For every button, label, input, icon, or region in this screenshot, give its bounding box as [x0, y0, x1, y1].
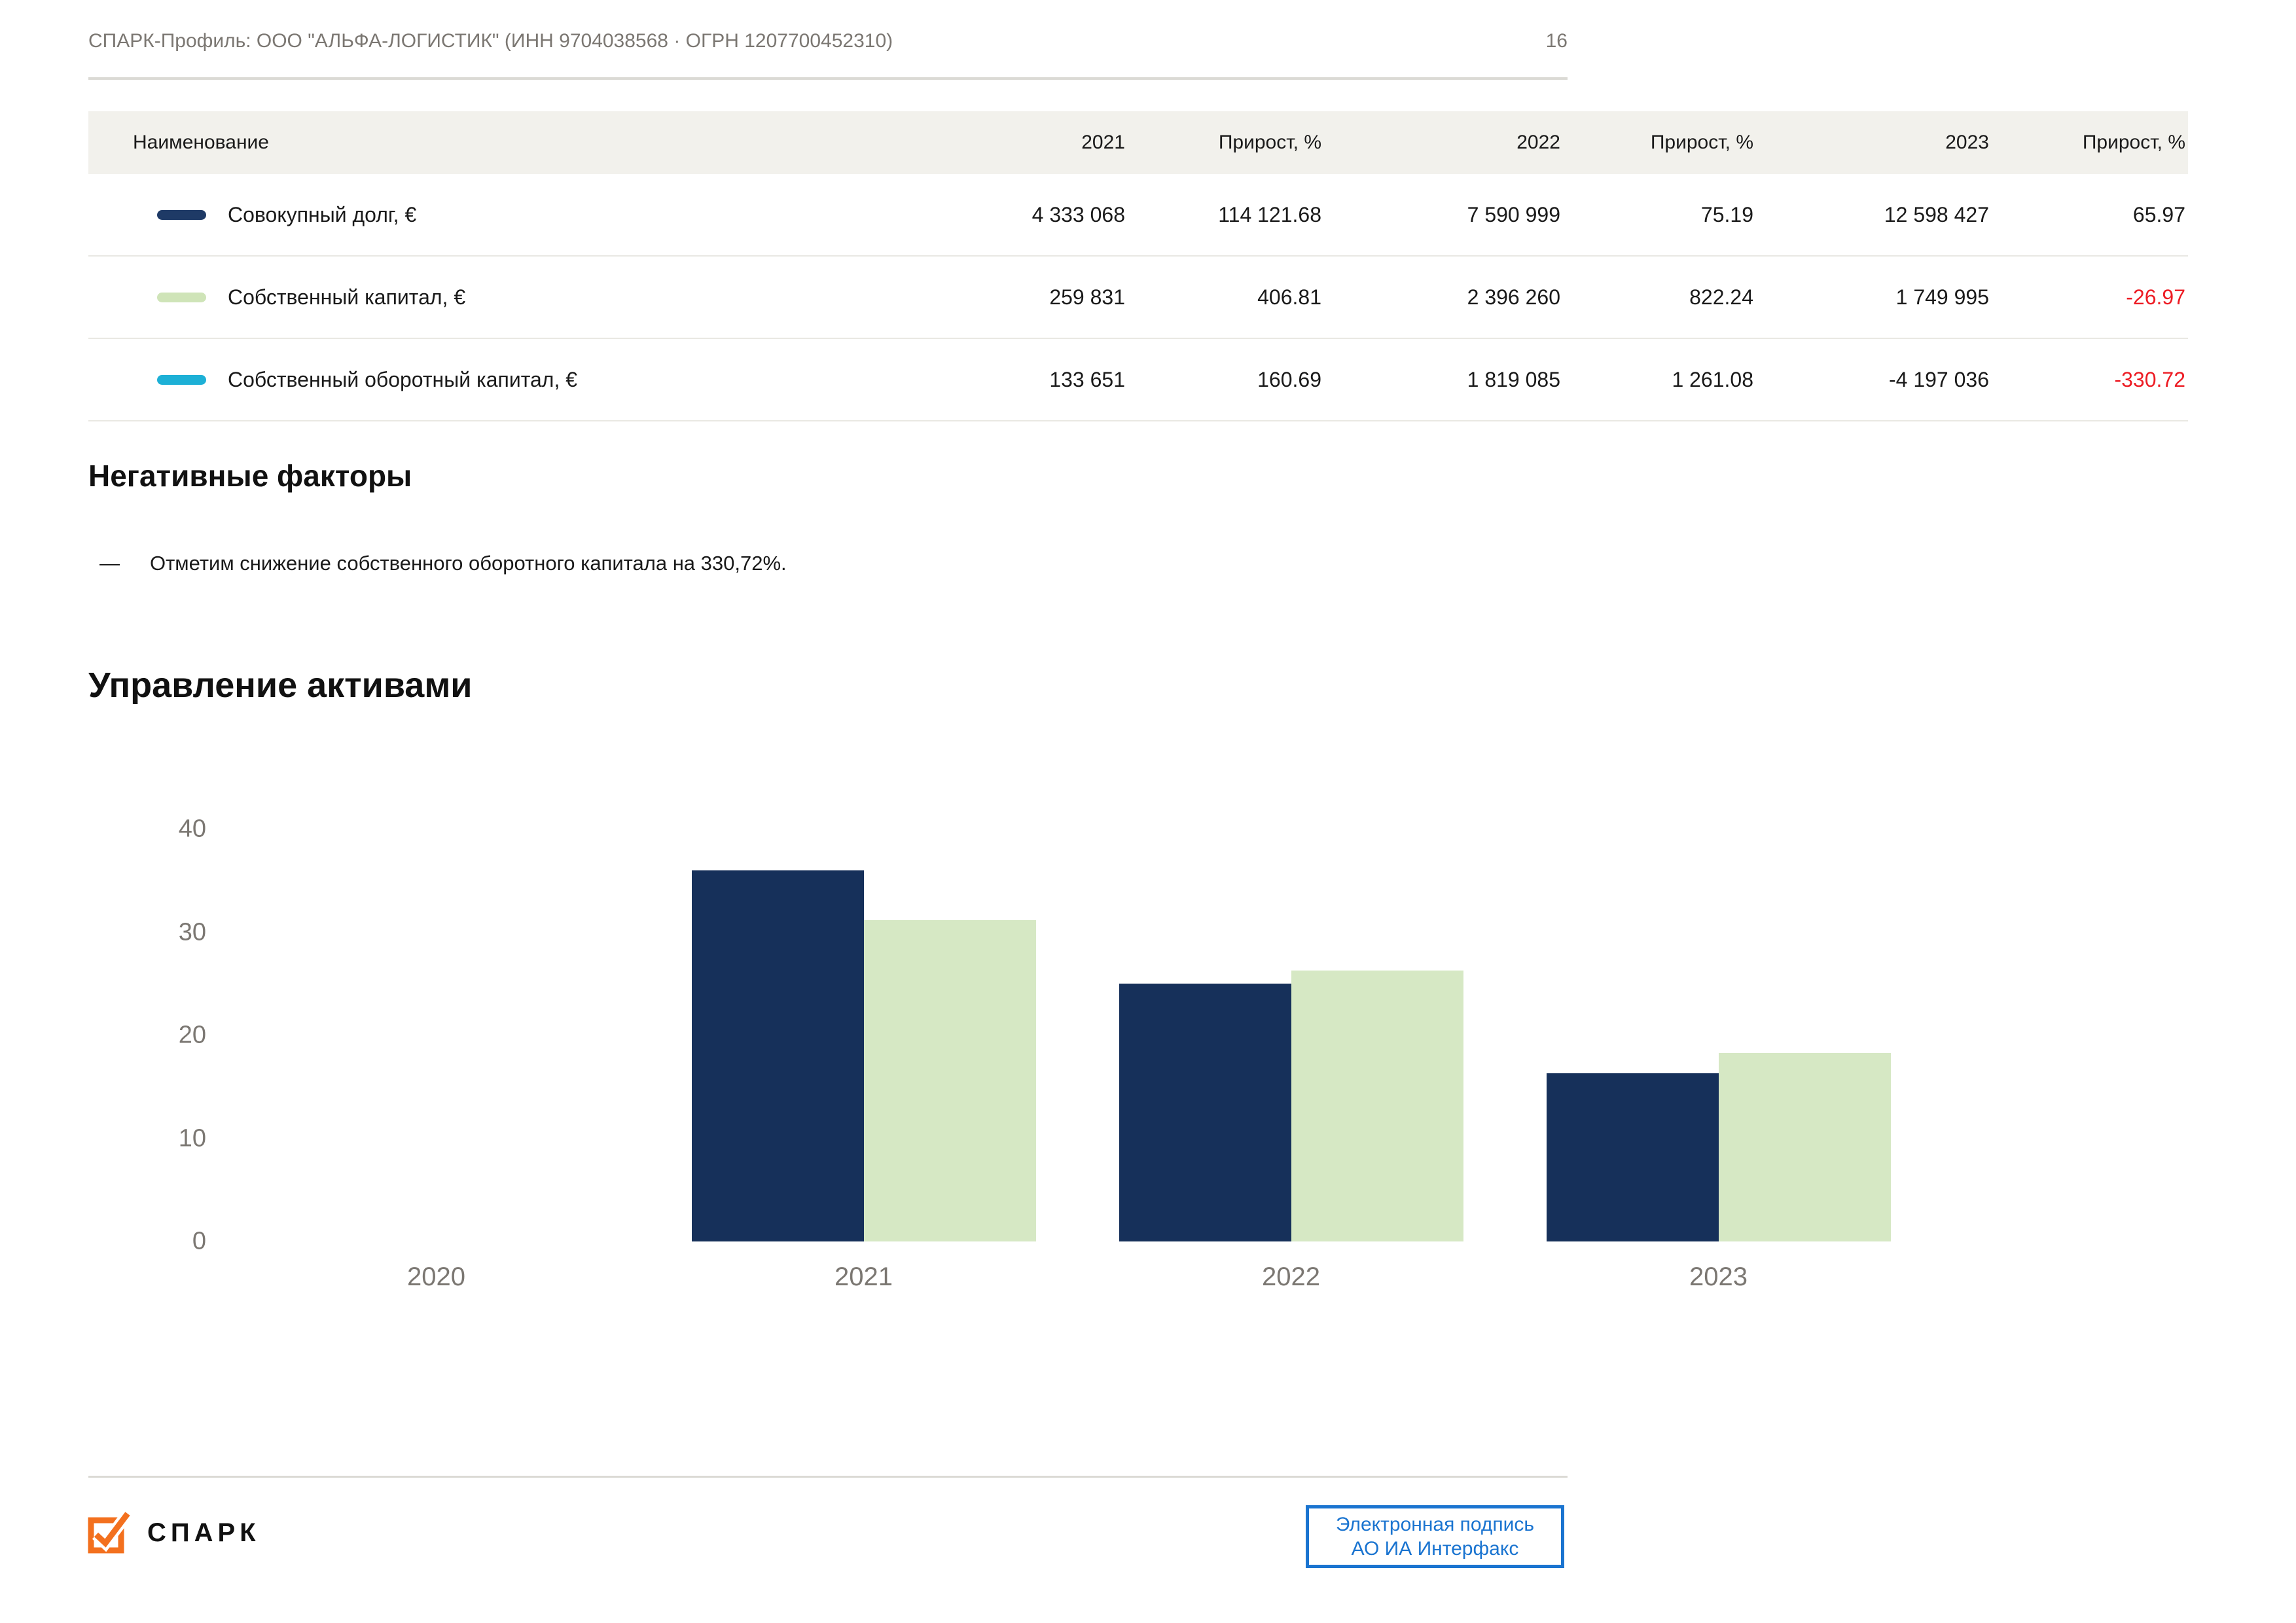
spark-logo-text: СПАРК — [147, 1518, 260, 1547]
column-header-growth-3: Прирост, % — [2082, 132, 2185, 153]
column-header-2021: 2021 — [1081, 132, 1125, 153]
table-cell: 822.24 — [1689, 285, 1753, 309]
row-name: Совокупный долг, € — [228, 202, 417, 226]
table-cell: -4 197 036 — [1888, 367, 1989, 391]
x-tick-label: 2021 — [834, 1262, 893, 1291]
y-tick-label: 40 — [178, 815, 206, 843]
table-cell: 12 598 427 — [1884, 202, 1989, 226]
table-cell: 65.97 — [2132, 202, 2185, 226]
bar-total-debt-2021 — [691, 870, 864, 1241]
legend-swatch-total-debt — [157, 209, 206, 220]
negative-factor-item: — Отметим снижение собственного оборотно… — [99, 552, 787, 575]
table-cell: -26.97 — [2126, 285, 2185, 309]
table-cell: 114 121.68 — [1218, 202, 1321, 226]
table-cell: 4 333 068 — [1031, 202, 1125, 226]
bar-total-debt-2022 — [1119, 984, 1291, 1241]
table-cell: 2 396 260 — [1467, 285, 1560, 309]
table-cell: 1 819 085 — [1467, 367, 1560, 391]
row-name: Собственный оборотный капитал, € — [228, 367, 578, 391]
financial-table: Наименование 2021 Прирост, % 2022 Прирос… — [88, 111, 2188, 421]
table-cell: 7 590 999 — [1467, 202, 1560, 226]
signature-line-2: АО ИА Интерфакс — [1351, 1538, 1519, 1560]
y-tick-label: 30 — [178, 918, 206, 946]
table-header-row: Наименование 2021 Прирост, % 2022 Прирос… — [88, 111, 2188, 174]
table-cell: -330.72 — [2114, 367, 2185, 391]
column-header-name: Наименование — [133, 132, 269, 153]
row-name: Собственный капитал, € — [228, 285, 466, 309]
y-tick-label: 0 — [192, 1227, 206, 1255]
signature-line-1: Электронная подпись — [1335, 1514, 1535, 1535]
spark-checkbox-icon — [88, 1510, 133, 1554]
legend-swatch-equity — [157, 292, 206, 302]
column-header-growth-2: Прирост, % — [1650, 132, 1753, 153]
chart-section-heading: Управление активами — [88, 666, 473, 705]
spark-logo: СПАРК — [87, 1510, 260, 1556]
x-tick-label: 2020 — [407, 1262, 465, 1291]
table-row: Совокупный долг, € 4 333 068 114 121.68 … — [88, 174, 2188, 257]
table-row: Собственный оборотный капитал, € 133 651… — [88, 339, 2188, 421]
table-cell: 160.69 — [1257, 367, 1321, 391]
bar-total-debt-2023 — [1546, 1073, 1719, 1241]
chart-y-axis: 0 10 20 30 40 — [88, 815, 206, 1255]
chart-plot — [223, 829, 1932, 1241]
bar-equity-2023 — [1718, 1052, 1891, 1241]
bar-equity-2022 — [1291, 970, 1463, 1241]
x-tick-label: 2023 — [1689, 1262, 1748, 1291]
column-header-2023: 2023 — [1945, 132, 1989, 153]
header-divider — [88, 77, 1568, 80]
legend-swatch-working-capital — [157, 374, 206, 385]
column-header-growth-1: Прирост, % — [1218, 132, 1321, 153]
table-cell: 259 831 — [1049, 285, 1125, 309]
y-tick-label: 10 — [178, 1124, 206, 1152]
table-cell: 1 749 995 — [1895, 285, 1989, 309]
x-tick-label: 2022 — [1262, 1262, 1320, 1291]
column-header-2022: 2022 — [1516, 132, 1560, 153]
footer-divider — [88, 1476, 1568, 1478]
bar-chart: 0 10 20 30 40 2020 2021 2022 2023 — [88, 815, 1960, 1333]
page-header: СПАРК-Профиль: ООО "АЛЬФА-ЛОГИСТИК" (ИНН… — [88, 30, 1568, 52]
bullet-dash: — — [99, 552, 120, 575]
page-number: 16 — [1545, 30, 1568, 52]
y-tick-label: 20 — [178, 1021, 206, 1049]
table-cell: 133 651 — [1049, 367, 1125, 391]
negative-factors-heading: Негативные факторы — [88, 459, 412, 493]
digital-signature-badge: Электронная подпись АО ИА Интерфакс — [1306, 1505, 1564, 1568]
chart-x-axis: 2020 2021 2022 2023 — [223, 1262, 1932, 1295]
report-title: СПАРК-Профиль: ООО "АЛЬФА-ЛОГИСТИК" (ИНН… — [88, 30, 893, 52]
bar-equity-2021 — [863, 919, 1036, 1241]
table-cell: 1 261.08 — [1672, 367, 1753, 391]
table-cell: 406.81 — [1257, 285, 1321, 309]
table-cell: 75.19 — [1700, 202, 1753, 226]
table-row: Собственный капитал, € 259 831 406.81 2 … — [88, 257, 2188, 339]
negative-factor-text: Отметим снижение собственного оборотного… — [150, 552, 787, 575]
